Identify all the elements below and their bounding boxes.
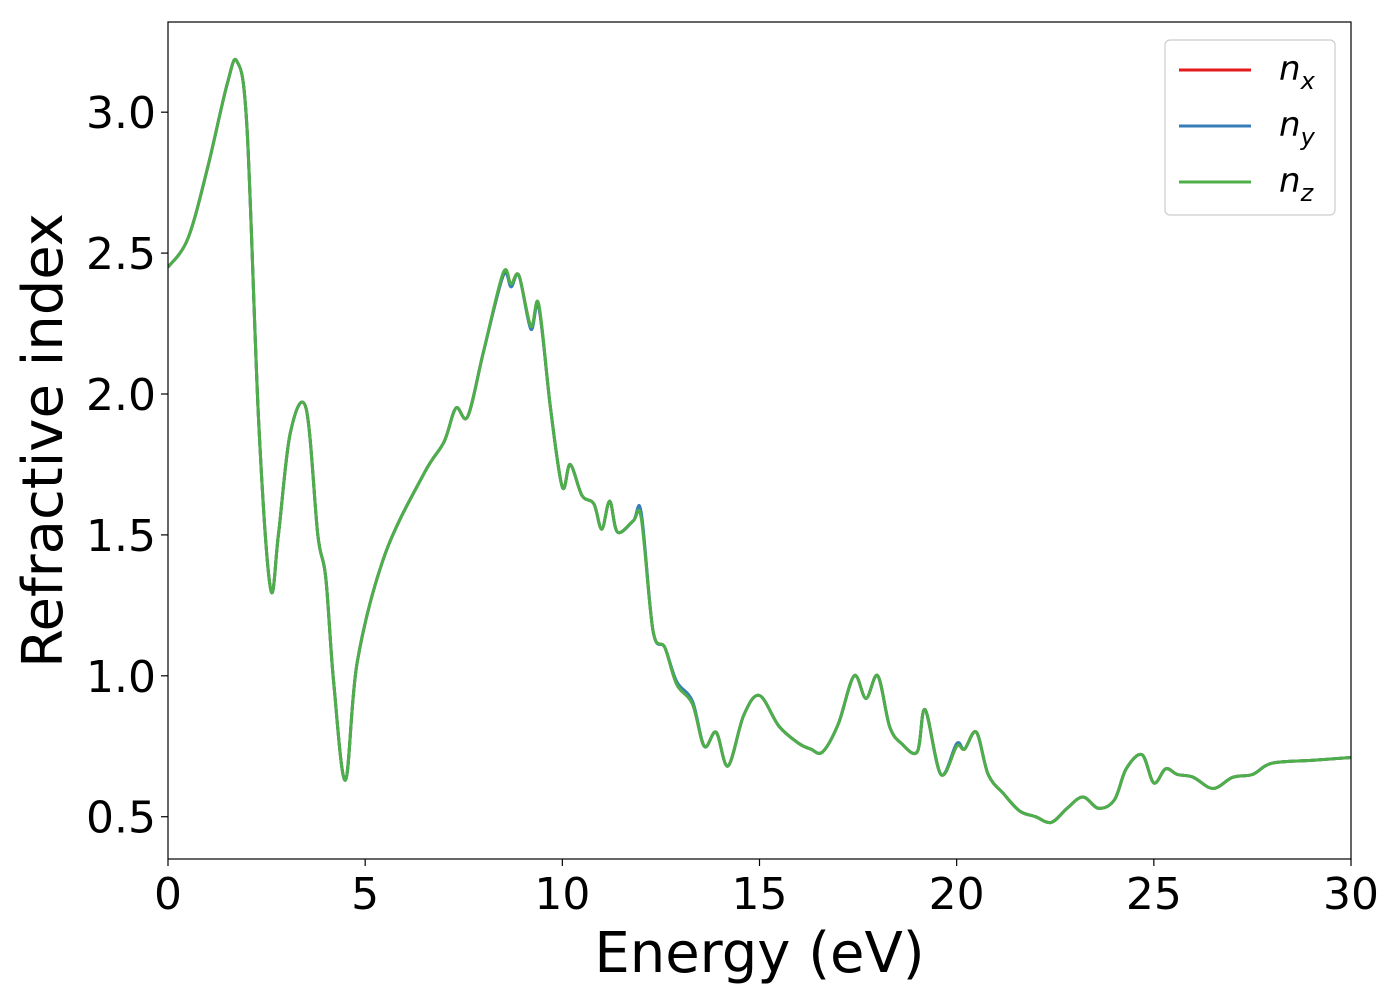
legend-label-z: nz	[1279, 161, 1315, 207]
x-tick-label: 15	[732, 869, 788, 920]
y-tick-label: 1.0	[86, 652, 156, 703]
x-tick-label: 5	[351, 869, 379, 920]
y-tick-label: 0.5	[86, 793, 156, 844]
y-axis: 0.5 1.0 1.5 2.0 2.5 3.0	[86, 88, 168, 844]
x-tick-label: 0	[154, 869, 182, 920]
legend: nx ny nz	[1164, 39, 1336, 216]
x-axis: 0 5 10 15 20 25 30	[154, 859, 1379, 920]
series-line-n_z	[168, 58, 1351, 825]
x-tick-label: 30	[1323, 869, 1379, 920]
y-tick-label: 2.5	[86, 229, 156, 280]
x-tick-label: 20	[929, 869, 985, 920]
legend-label-y: ny	[1279, 105, 1316, 151]
y-tick-label: 3.0	[86, 88, 156, 139]
y-tick-label: 1.5	[86, 511, 156, 562]
x-tick-label: 10	[534, 869, 590, 920]
series-layer	[168, 58, 1351, 825]
y-tick-label: 2.0	[86, 370, 156, 421]
y-axis-label: Refractive index	[11, 213, 76, 668]
x-axis-label: Energy (eV)	[594, 921, 924, 986]
legend-label-x: nx	[1279, 49, 1316, 95]
x-tick-label: 25	[1126, 869, 1182, 920]
